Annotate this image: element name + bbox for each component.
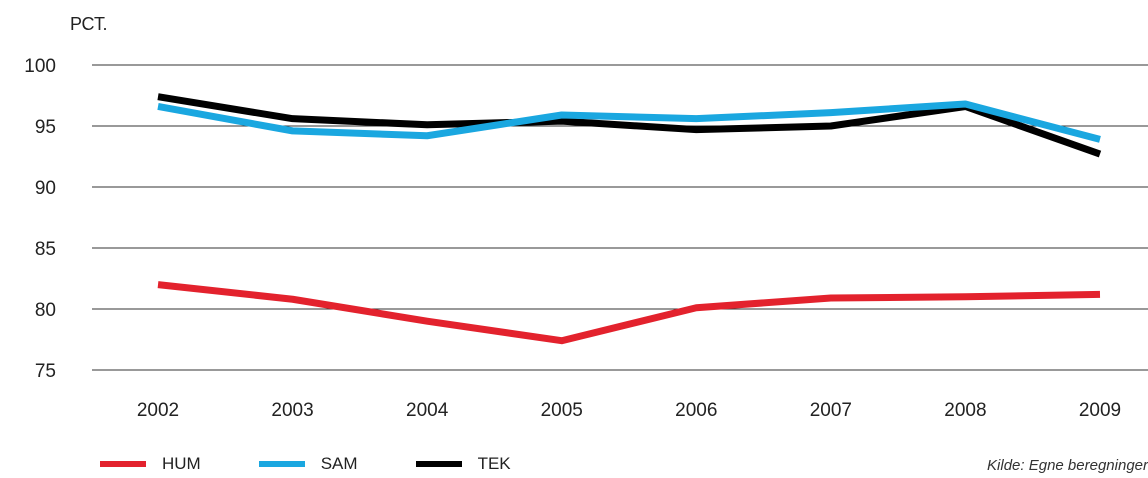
legend: HUM SAM TEK xyxy=(100,454,569,474)
y-tick-label: 90 xyxy=(35,178,56,199)
x-tick-label: 2008 xyxy=(944,400,986,421)
y-tick-label: 95 xyxy=(35,117,56,138)
legend-label-sam: SAM xyxy=(320,454,358,473)
series-lines xyxy=(157,93,1102,345)
series-line-hum xyxy=(157,281,1101,345)
x-tick-labels: 2002 2003 2004 2005 2006 2007 2008 2009 xyxy=(137,400,1121,421)
y-axis-unit-label: PCT. xyxy=(70,14,108,34)
y-tick-label: 85 xyxy=(35,239,56,260)
legend-item-hum: HUM xyxy=(100,454,201,474)
legend-swatch-tek xyxy=(415,461,462,467)
legend-item-tek: TEK xyxy=(415,454,511,474)
x-tick-label: 2009 xyxy=(1079,400,1121,421)
series-line-tek xyxy=(157,93,1102,158)
x-tick-label: 2006 xyxy=(675,400,717,421)
x-tick-label: 2004 xyxy=(406,400,449,421)
series-line-sam xyxy=(157,100,1101,143)
y-tick-label: 80 xyxy=(35,300,56,321)
legend-swatch-hum xyxy=(100,461,146,467)
y-tick-labels: 75 80 85 90 95 100 xyxy=(24,56,56,382)
legend-label-hum: HUM xyxy=(162,454,201,473)
x-tick-label: 2002 xyxy=(137,400,179,421)
x-tick-label: 2003 xyxy=(271,400,313,421)
legend-item-sam: SAM xyxy=(258,454,358,474)
legend-label-tek: TEK xyxy=(477,454,511,473)
x-tick-label: 2007 xyxy=(810,400,852,421)
y-tick-label: 75 xyxy=(35,361,56,382)
y-tick-label: 100 xyxy=(24,56,56,77)
x-tick-label: 2005 xyxy=(541,400,583,421)
legend-swatch-sam xyxy=(258,461,305,467)
source-note: Kilde: Egne beregninger xyxy=(987,457,1148,474)
